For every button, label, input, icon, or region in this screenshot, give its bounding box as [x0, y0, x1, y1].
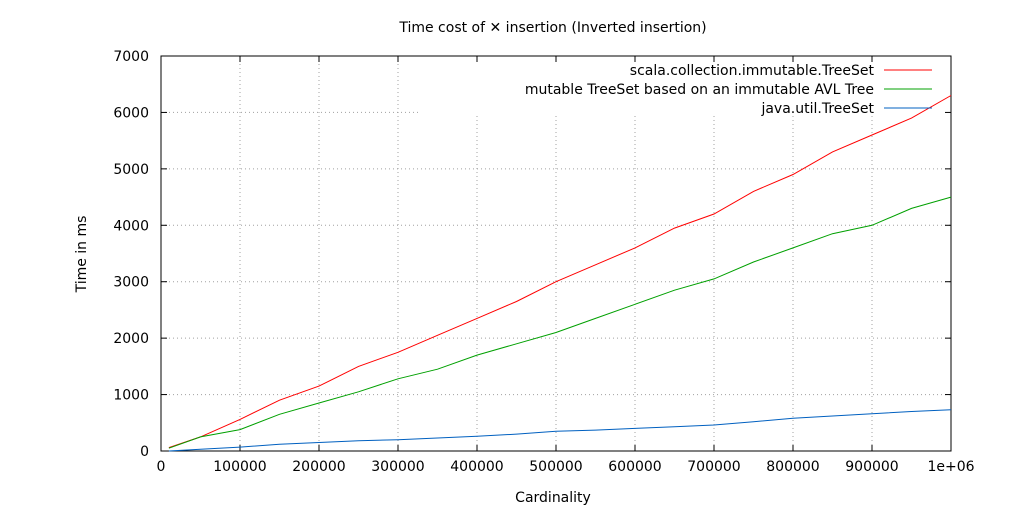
- x-tick-label: 300000: [371, 459, 424, 475]
- y-tick-label: 0: [140, 444, 149, 460]
- y-tick-label: 3000: [113, 275, 149, 291]
- y-tick-label: 1000: [113, 388, 149, 404]
- y-tick-label: 6000: [113, 105, 149, 121]
- chart-title: Time cost of ✕ insertion (Inverted inser…: [398, 20, 706, 36]
- y-axis-title: Time in ms: [74, 216, 90, 294]
- y-tick-label: 4000: [113, 218, 149, 234]
- y-tick-label: 5000: [113, 162, 149, 178]
- x-tick-label: 500000: [529, 459, 582, 475]
- x-tick-label: 0: [157, 459, 166, 475]
- series-line: [168, 196, 952, 449]
- x-tick-label: 800000: [766, 459, 819, 475]
- x-tick-label: 700000: [687, 459, 740, 475]
- x-axis-title: Cardinality: [515, 490, 591, 506]
- legend: scala.collection.immutable.TreeSet mutabl…: [525, 63, 932, 117]
- series-line: [168, 95, 952, 449]
- series-lines: [168, 95, 952, 452]
- axis-ticks: 0 100000 200000 300000 400000 500000 600000 700…: [113, 49, 974, 475]
- x-tick-label: 200000: [292, 459, 345, 475]
- x-tick-label: 100000: [213, 459, 266, 475]
- y-tick-label: 2000: [113, 331, 149, 347]
- legend-label: scala.collection.immutable.TreeSet: [630, 63, 875, 79]
- series-line: [168, 409, 952, 452]
- x-tick-label: 1e+06: [927, 459, 974, 475]
- legend-label: mutable TreeSet based on an immutable AV…: [525, 82, 874, 98]
- x-tick-label: 600000: [608, 459, 661, 475]
- x-tick-label: 400000: [450, 459, 503, 475]
- y-tick-label: 7000: [113, 49, 149, 65]
- legend-label: java.util.TreeSet: [760, 101, 874, 117]
- x-tick-label: 900000: [845, 459, 898, 475]
